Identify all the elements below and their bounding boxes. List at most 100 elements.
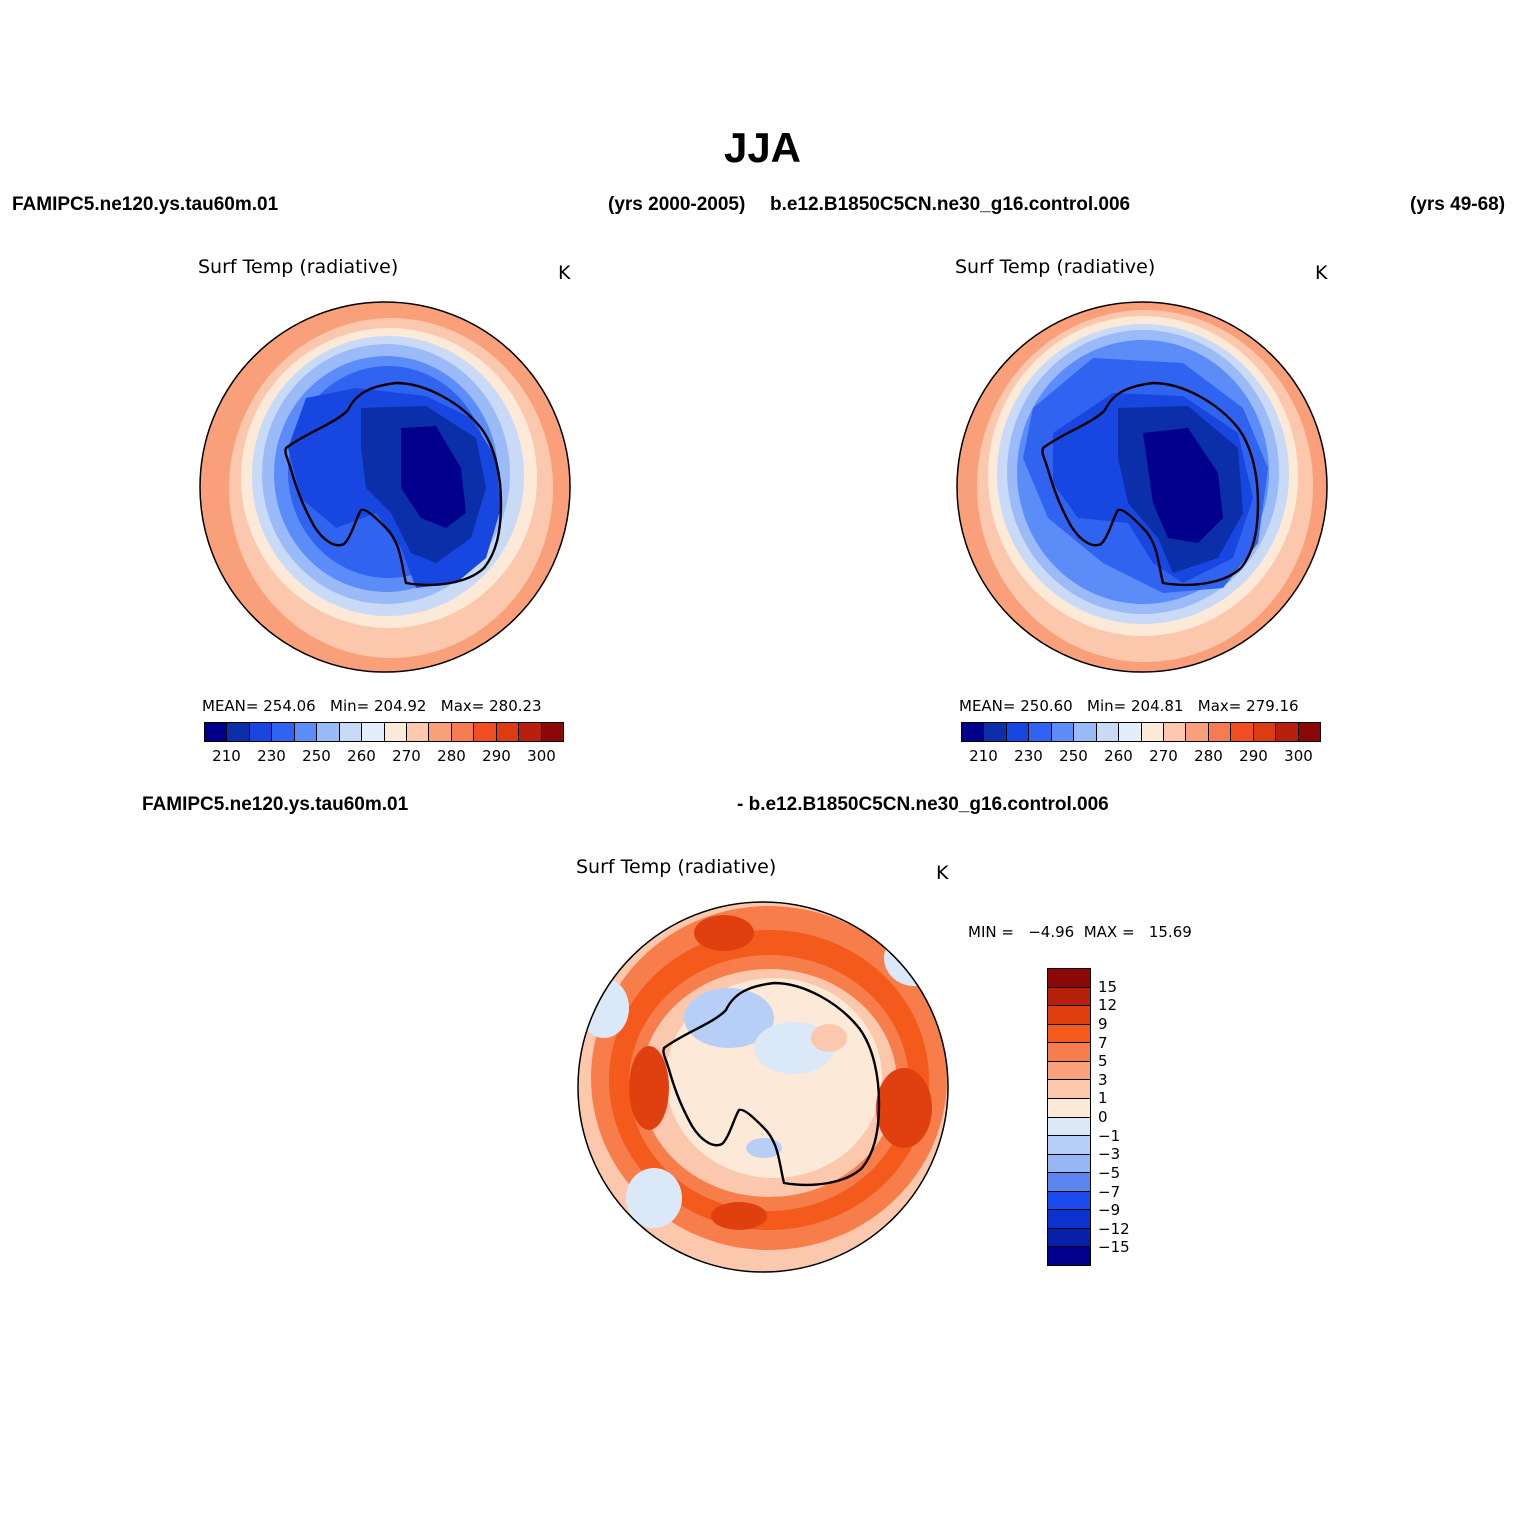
- panel1-title: Surf Temp (radiative): [198, 256, 399, 278]
- panel3-colorbar-box: [1048, 1173, 1090, 1192]
- panel3-colorbar-tick-label: 5: [1098, 1052, 1108, 1071]
- diff-case1-label: FAMIPC5.ne120.ys.tau60m.01: [142, 794, 409, 815]
- panel3-colorbar-tick-label: −1: [1098, 1126, 1121, 1145]
- panel2-colorbar-tick-label: 230: [1014, 747, 1043, 765]
- panel2-colorbar-box: [1119, 723, 1142, 741]
- figure-title: JJA: [723, 124, 802, 171]
- panel1-colorbar-tick-label: 230: [257, 747, 286, 765]
- panel2-colorbar-box: [1029, 723, 1052, 741]
- case2-years: (yrs 49-68): [1410, 194, 1506, 215]
- panel2-colorbar-box: [984, 723, 1007, 741]
- panel1-colorbar-box: [541, 723, 563, 741]
- panel1-colorbar-tick-label: 260: [347, 747, 376, 765]
- panel3-units: K: [936, 862, 949, 884]
- panel3-polar-map: [577, 901, 949, 1273]
- panel2-colorbar-box: [1163, 723, 1187, 741]
- panel3-colorbar-box: [1048, 1080, 1090, 1099]
- panel2-polar-map: [956, 301, 1328, 673]
- panel1-colorbar-box: [519, 723, 542, 741]
- panel3-colorbar-tick-label: −7: [1098, 1182, 1121, 1201]
- panel3-colorbar-tick-label: 15: [1098, 977, 1118, 996]
- panel3-colorbar-box: [1048, 1136, 1090, 1155]
- panel1-colorbar-box: [362, 723, 385, 741]
- panel3-colorbar-box: [1048, 1043, 1090, 1062]
- panel2-colorbar-box: [1276, 723, 1299, 741]
- panel2-title: Surf Temp (radiative): [955, 256, 1156, 278]
- panel2-colorbar-box: [1231, 723, 1254, 741]
- panel1-colorbar-box: [451, 723, 475, 741]
- panel3-colorbar-tick-label: −12: [1098, 1219, 1130, 1238]
- panel3-stats: MIN = −4.96 MAX = 15.69: [968, 923, 1192, 941]
- panel2-colorbar-ticks: 210 230 250 260 270 280 290 300: [961, 747, 1321, 765]
- panel1-colorbar-box: [406, 723, 430, 741]
- panel2-colorbar-tick-label: 250: [1059, 747, 1088, 765]
- panel1-colorbar-tick-label: 210: [212, 747, 241, 765]
- panel2-colorbar-box: [1051, 723, 1075, 741]
- panel1-units: K: [558, 262, 571, 284]
- panel3-colorbar-box: [1048, 1154, 1090, 1174]
- panel1-colorbar-tick-label: 250: [302, 747, 331, 765]
- panel2-colorbar-tick-label: 290: [1239, 747, 1268, 765]
- panel2-colorbar-box: [1298, 723, 1320, 741]
- panel2-colorbar-tick-label: 280: [1194, 747, 1223, 765]
- panel2-colorbar: [961, 722, 1321, 742]
- panel3-colorbar-box: [1048, 1098, 1090, 1118]
- panel2-colorbar-tick-label: 300: [1284, 747, 1313, 765]
- panel1-colorbar: [204, 722, 564, 742]
- panel1-colorbar-box: [317, 723, 340, 741]
- panel2-colorbar-box: [1186, 723, 1209, 741]
- case1-label: FAMIPC5.ne120.ys.tau60m.01: [12, 194, 279, 215]
- panel3-colorbar-tick-label: 0: [1098, 1108, 1108, 1126]
- panel1-colorbar-box: [496, 723, 520, 741]
- panel2-colorbar-tick-label: 210: [969, 747, 998, 765]
- panel2-units: K: [1315, 262, 1328, 284]
- panel3-colorbar-tick-label: 9: [1098, 1014, 1108, 1033]
- panel3-title: Surf Temp (radiative): [576, 856, 777, 878]
- panel2-colorbar-box: [962, 723, 985, 741]
- case2-label: b.e12.B1850C5CN.ne30_g16.control.006: [770, 194, 1131, 215]
- panel3-colorbar-tick-label: 1: [1098, 1089, 1108, 1108]
- panel1-colorbar-box: [249, 723, 273, 741]
- panel3-colorbar-tick-label: −15: [1098, 1238, 1130, 1257]
- panel1-colorbar-ticks: 210 230 250 260 270 280 290 300: [204, 747, 564, 765]
- panel3-colorbar-box: [1048, 1247, 1090, 1265]
- panel3-colorbar: [1047, 968, 1091, 1266]
- panel2-colorbar-tick-label: 260: [1104, 747, 1133, 765]
- panel3-colorbar-box: [1048, 1024, 1090, 1044]
- panel3-colorbar-tick-label: −5: [1098, 1163, 1121, 1182]
- panel2-colorbar-tick-label: 270: [1149, 747, 1178, 765]
- panel1-colorbar-box: [384, 723, 407, 741]
- panel3-colorbar-box: [1048, 1228, 1090, 1248]
- panel1-colorbar-tick-label: 290: [482, 747, 511, 765]
- panel1-stats: MEAN= 254.06 Min= 204.92 Max= 280.23: [202, 697, 542, 715]
- panel3-colorbar-box: [1048, 1191, 1090, 1211]
- panel2-stats: MEAN= 250.60 Min= 204.81 Max= 279.16: [959, 697, 1299, 715]
- panel2-colorbar-box: [1006, 723, 1030, 741]
- panel3-colorbar-tick-label: −3: [1098, 1145, 1121, 1164]
- panel3-colorbar-tick-label: 3: [1098, 1070, 1108, 1089]
- panel3-colorbar-tick-label: 12: [1098, 996, 1118, 1015]
- panel1-colorbar-tick-label: 270: [392, 747, 421, 765]
- diff-case2-label: - b.e12.B1850C5CN.ne30_g16.control.006: [737, 794, 1109, 815]
- panel1-colorbar-tick-label: 300: [527, 747, 556, 765]
- panel1-polar-map: [199, 301, 571, 673]
- panel3-colorbar-box: [1048, 1006, 1090, 1025]
- panel3-colorbar-box: [1048, 1117, 1090, 1137]
- panel3-colorbar-box: [1048, 1061, 1090, 1081]
- panel2-colorbar-box: [1141, 723, 1164, 741]
- panel2-colorbar-box: [1074, 723, 1097, 741]
- panel1-colorbar-box: [227, 723, 250, 741]
- panel1-colorbar-tick-label: 280: [437, 747, 466, 765]
- panel3-colorbar-tick-label: −9: [1098, 1201, 1121, 1220]
- panel3-colorbar-box: [1048, 987, 1090, 1007]
- panel1-colorbar-box: [474, 723, 497, 741]
- panel1-colorbar-box: [272, 723, 295, 741]
- panel1-colorbar-box: [294, 723, 318, 741]
- panel1-colorbar-box: [339, 723, 363, 741]
- panel1-colorbar-box: [429, 723, 452, 741]
- panel3-colorbar-box: [1048, 969, 1090, 988]
- panel3-colorbar-ticks: 15 12 9 7 5 3 1 0 −1 −3 −5 −7 −9 −12 −15: [1098, 968, 1158, 1266]
- panel3-colorbar-tick-label: 7: [1098, 1033, 1108, 1052]
- panel2-colorbar-box: [1208, 723, 1232, 741]
- case1-years: (yrs 2000-2005): [608, 194, 746, 215]
